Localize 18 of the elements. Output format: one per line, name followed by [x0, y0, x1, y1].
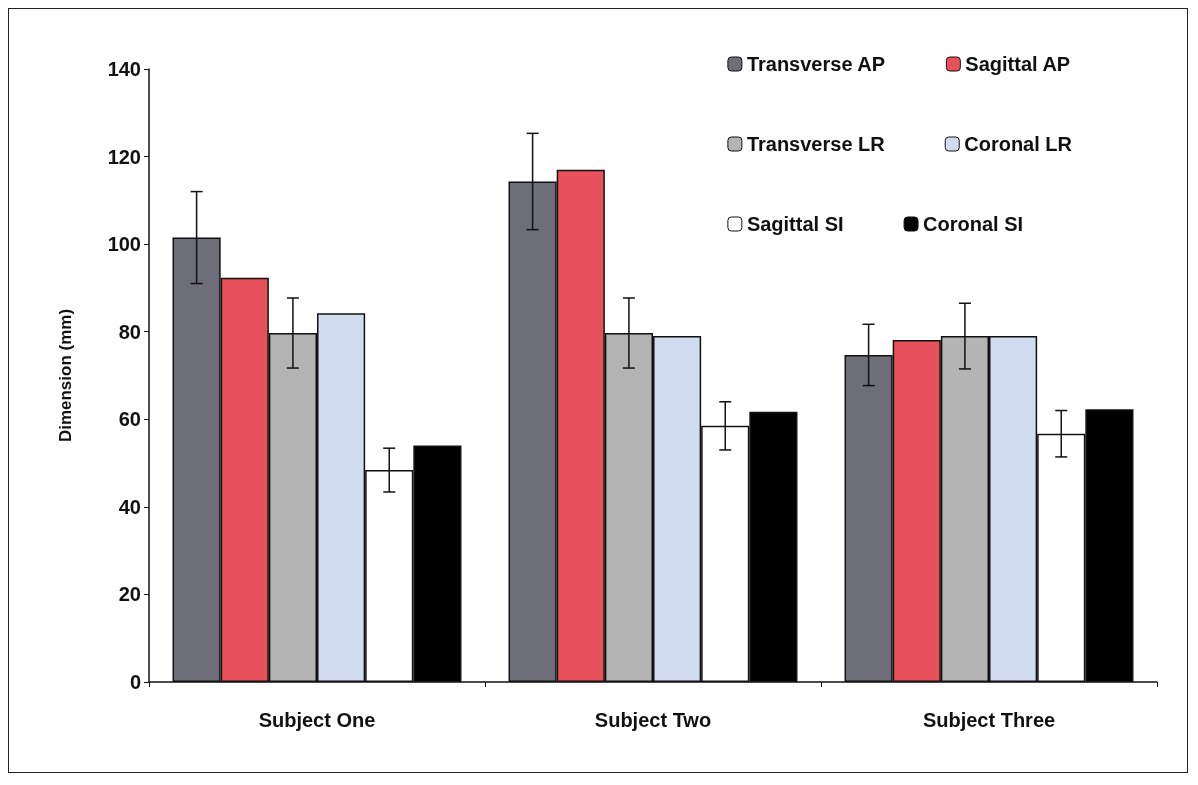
y-tick-label: 140 — [107, 58, 141, 80]
y-tick-label: 60 — [118, 408, 141, 431]
legend-label: Transverse AP — [746, 53, 886, 75]
legend-label: Sagittal SI — [746, 213, 844, 235]
y-axis-title: Dimension (mm) — [56, 308, 75, 443]
x-tick-label: Subject One — [258, 709, 376, 731]
legend-label: Coronal SI — [923, 213, 1024, 235]
y-tick-label: 40 — [118, 495, 141, 518]
x-tick-label: Subject Two — [594, 709, 712, 731]
legend-label: Coronal LR — [964, 133, 1073, 155]
y-tick-label: 100 — [107, 233, 141, 256]
y-tick-label: 80 — [118, 320, 141, 343]
y-tick-label: 120 — [107, 145, 141, 168]
y-tick-label: 20 — [118, 583, 141, 606]
x-tick-label: Subject Three — [922, 709, 1056, 731]
legend-label: Sagittal AP — [965, 53, 1071, 75]
y-tick-label: 0 — [129, 671, 141, 693]
legend-label: Transverse LR — [746, 133, 886, 155]
